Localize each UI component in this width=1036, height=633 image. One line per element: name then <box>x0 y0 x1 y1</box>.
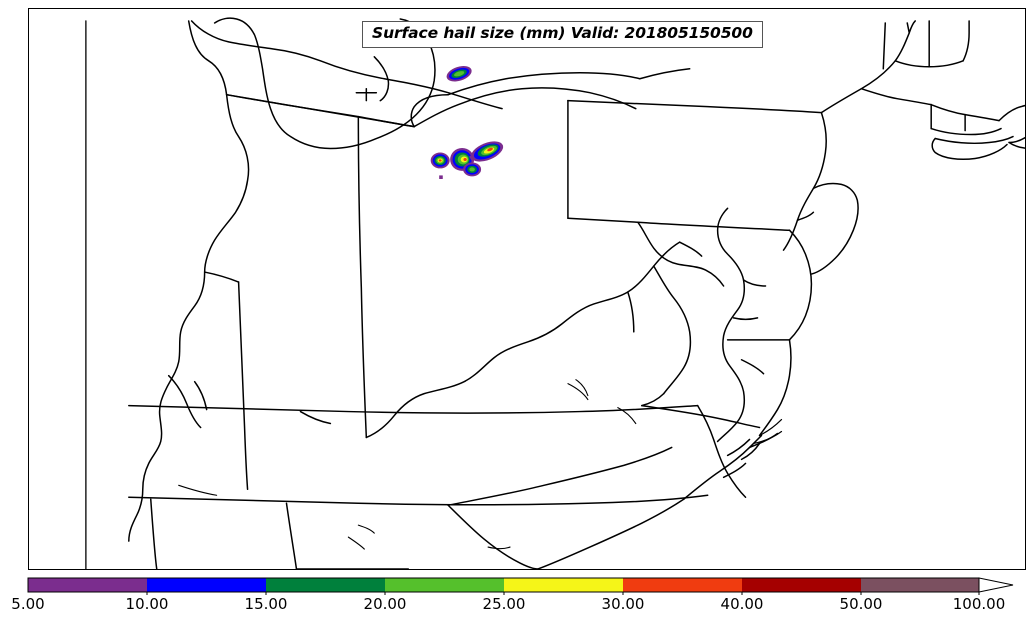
colorbar-segments <box>28 577 1014 593</box>
hail-cluster-ohio-south <box>463 162 482 177</box>
cb-label-6: 40.00 <box>720 595 764 613</box>
cb-label-3: 20.00 <box>363 595 407 613</box>
map-panel[interactable]: Surface hail size (mm) Valid: 2018051505… <box>28 8 1026 570</box>
colorbar-ticks <box>146 592 980 595</box>
cb-segment-50-100 <box>861 578 979 592</box>
cb-segment-30-40 <box>623 578 742 592</box>
cb-segment-5-10 <box>28 578 147 592</box>
cb-label-5: 30.00 <box>601 595 645 613</box>
cb-segment-10-15 <box>147 578 266 592</box>
hail-size-data-layer <box>430 66 504 179</box>
cb-label-7: 50.00 <box>839 595 883 613</box>
cb-extend-max-arrow <box>978 577 1014 593</box>
colorbar-swatches[interactable] <box>0 570 1036 600</box>
hail-cluster-lake-erie <box>446 66 472 82</box>
hail-cluster-ohio-west <box>430 152 450 169</box>
state-and-coastline-paths <box>85 17 1025 569</box>
cb-label-2: 15.00 <box>244 595 288 613</box>
cb-segment-15-20 <box>266 578 385 592</box>
hail-point-isolated <box>439 175 443 179</box>
cb-label-4: 25.00 <box>482 595 526 613</box>
cb-segment-20-25 <box>385 578 504 592</box>
colorbar[interactable]: 5.00 10.00 15.00 20.00 25.00 30.00 40.00… <box>0 570 1036 633</box>
figure-title: Surface hail size (mm) Valid: 2018051505… <box>362 21 763 48</box>
cb-label-1: 10.00 <box>125 595 169 613</box>
cb-segment-40-50 <box>742 578 861 592</box>
map-canvas[interactable] <box>29 9 1025 569</box>
cb-label-8: 100.00 <box>952 595 1006 613</box>
hail-cluster-ohio-northeast <box>471 141 504 162</box>
cb-label-0: 5.00 <box>11 595 45 613</box>
cb-segment-25-30 <box>504 578 623 592</box>
